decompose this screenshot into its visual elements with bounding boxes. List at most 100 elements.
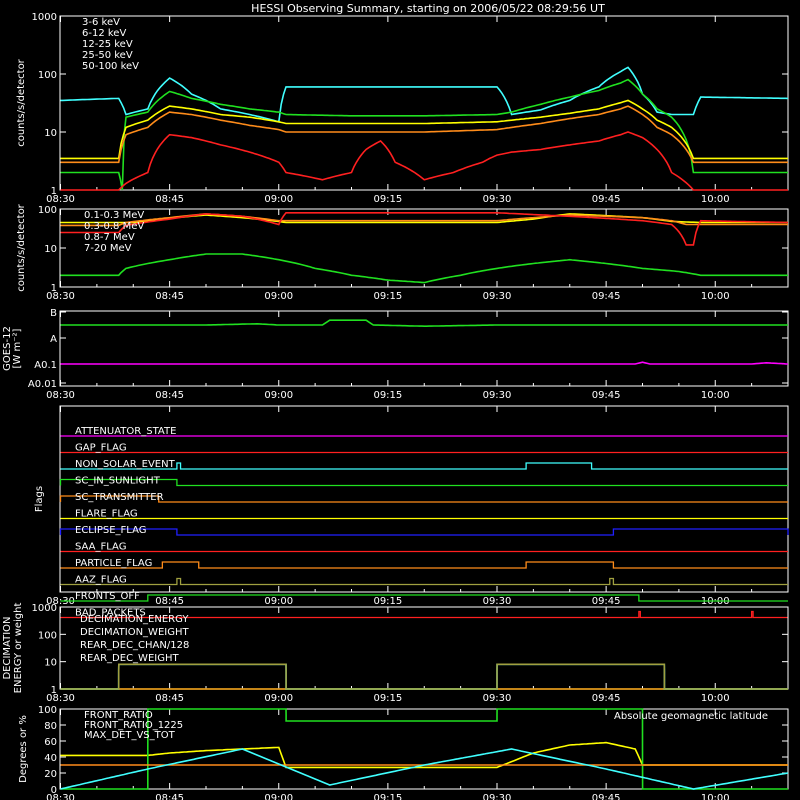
legend-entry: FRONT_RATIO_1225 xyxy=(84,720,183,731)
legend-entry: FRONT_RATIO xyxy=(84,710,153,721)
x-tick-label: 08:45 xyxy=(155,291,184,302)
x-tick-label: 10:00 xyxy=(701,693,730,704)
series-line-0.1-0.3 MeV xyxy=(60,212,788,246)
x-tick-label: 08:30 xyxy=(46,793,75,800)
y-tick-label: 10 xyxy=(44,128,57,139)
flag-label: SAA_FLAG xyxy=(75,542,126,553)
y-tick-label: 60 xyxy=(44,737,57,748)
panel-frame-lowE xyxy=(59,15,789,191)
flag-label: NON_SOLAR_EVENT xyxy=(75,459,176,470)
series-line-12-25 keV xyxy=(60,99,788,160)
flag-label: SC_IN_SUNLIGHT xyxy=(75,476,161,487)
legend-entry: REAR_DEC_CHAN/128 xyxy=(80,640,189,651)
x-tick-label: 09:15 xyxy=(373,390,402,401)
y-axis-unit-label: [W m⁻²] xyxy=(12,328,23,368)
x-tick-label: 09:45 xyxy=(592,693,621,704)
x-tick-label: 08:30 xyxy=(46,291,75,302)
legend-entry: 50-100 keV xyxy=(82,61,139,72)
legend-entry: MAX_DET_VS_TOT xyxy=(84,730,176,741)
series-line-50-100 keV xyxy=(60,66,789,123)
x-tick-label: 09:15 xyxy=(373,693,402,704)
y-tick-label: 0 xyxy=(51,785,57,796)
flag-label: ATTENUATOR_STATE xyxy=(75,426,176,437)
y-tick-label: A0.01 xyxy=(28,379,57,390)
x-tick-label: 09:30 xyxy=(483,194,512,205)
legend-entry: 0.3-0.8 MeV xyxy=(84,221,144,232)
y-tick-label: B xyxy=(50,308,57,319)
panel-frame-goes xyxy=(59,310,789,387)
x-tick-label: 09:00 xyxy=(264,693,293,704)
y-tick-label: 20 xyxy=(44,769,57,780)
y-axis-label: GOES-12 xyxy=(2,326,13,371)
series-line-GOES 0.5-4 A xyxy=(60,361,789,365)
series-line-GOES 1-8 A xyxy=(60,319,788,328)
x-tick-label: 09:00 xyxy=(264,596,293,607)
flag-line-PARTICLE_FLAG xyxy=(60,561,788,569)
legend-entry: 0.1-0.3 MeV xyxy=(84,210,144,221)
flag-line-AAZ_FLAG xyxy=(60,577,788,586)
x-tick-label: 10:00 xyxy=(701,194,730,205)
y-axis-label: Degrees or % xyxy=(18,715,29,783)
x-tick-label: 10:00 xyxy=(701,793,730,800)
x-tick-label: 09:45 xyxy=(592,793,621,800)
annotation-label: Absolute geomagnetic latitude xyxy=(614,711,768,722)
x-tick-label: 08:30 xyxy=(46,693,75,704)
flag-label: ECLIPSE_FLAG xyxy=(75,525,146,536)
series-line-25-50 keV xyxy=(60,78,788,191)
x-tick-label: 08:45 xyxy=(155,194,184,205)
y-axis-label: counts/s/detector xyxy=(16,203,27,291)
x-tick-label: 08:45 xyxy=(155,793,184,800)
x-tick-label: 09:30 xyxy=(483,693,512,704)
flag-label: SC_TRANSMITTER xyxy=(75,492,164,503)
legend-entry: DECIMATION_WEIGHT xyxy=(80,627,189,638)
flag-line-SC_TRANSMITTER xyxy=(59,495,788,503)
legend-entry: REAR_DEC_WEIGHT xyxy=(80,653,179,664)
x-tick-label: 09:45 xyxy=(592,291,621,302)
x-tick-label: 08:30 xyxy=(46,194,75,205)
y-tick-label: 80 xyxy=(44,721,57,732)
y-axis-label: DECIMATION xyxy=(2,616,13,679)
series-line-REAR_DEC_WEIGHT xyxy=(60,663,788,690)
x-tick-label: 09:30 xyxy=(483,291,512,302)
x-tick-label: 09:15 xyxy=(373,596,402,607)
x-tick-label: 09:45 xyxy=(592,596,621,607)
flag-label: AAZ_FLAG xyxy=(75,575,127,586)
legend-entry: 7-20 MeV xyxy=(84,243,132,254)
y-axis-label: Flags xyxy=(34,486,45,512)
series-line-FRONT_RATIO_1225 xyxy=(60,708,788,790)
x-tick-label: 08:30 xyxy=(46,390,75,401)
x-tick-label: 09:15 xyxy=(373,291,402,302)
flag-line-BAD_PACKETS xyxy=(60,610,788,619)
series-line-6-12 keV xyxy=(60,105,788,164)
chart-title: HESSI Observing Summary, starting on 200… xyxy=(251,2,605,15)
flag-label: BAD_PACKETS xyxy=(75,608,146,619)
legend-entry: 0.8-7 MeV xyxy=(84,232,135,243)
y-tick-label: 1000 xyxy=(32,603,57,614)
flag-line-ECLIPSE_FLAG xyxy=(59,528,789,536)
x-tick-label: 09:15 xyxy=(373,194,402,205)
series-line-3-6 keV xyxy=(60,131,788,191)
y-tick-label: 100 xyxy=(38,630,57,641)
flag-line-NON_SOLAR_EVENT xyxy=(60,462,788,470)
x-tick-label: 09:45 xyxy=(592,390,621,401)
x-tick-label: 09:00 xyxy=(264,194,293,205)
y-tick-label: 1 xyxy=(51,186,57,197)
x-tick-label: 10:00 xyxy=(701,291,730,302)
legend-entry: DECIMATION_ENERGY xyxy=(80,614,189,625)
flag-label: FLARE_FLAG xyxy=(75,509,138,520)
y-tick-label: 100 xyxy=(38,70,57,81)
series-line-Absolute geomagnetic latitude xyxy=(60,748,789,790)
x-tick-label: 08:30 xyxy=(46,596,75,607)
x-tick-label: 09:00 xyxy=(264,390,293,401)
x-tick-label: 08:45 xyxy=(155,693,184,704)
y-tick-label: 1000 xyxy=(32,12,57,23)
flag-label: FRONTS_OFF xyxy=(75,591,140,602)
y-tick-label: 1 xyxy=(51,283,57,294)
y-tick-label: A xyxy=(50,334,57,345)
x-tick-label: 09:00 xyxy=(264,291,293,302)
y-tick-label: 10 xyxy=(44,244,57,255)
legend-entry: 25-50 keV xyxy=(82,50,133,61)
x-tick-label: 09:00 xyxy=(264,793,293,800)
x-tick-label: 08:45 xyxy=(155,390,184,401)
